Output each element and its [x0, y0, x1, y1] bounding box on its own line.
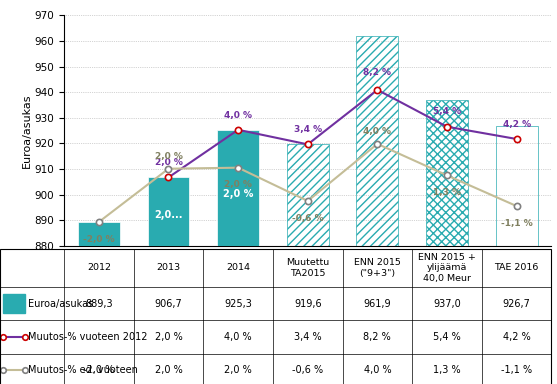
Text: 937,0: 937,0: [433, 299, 461, 309]
Text: 8,2 %: 8,2 %: [364, 332, 391, 342]
Bar: [496, 126, 538, 246]
Text: 906,7: 906,7: [155, 299, 182, 309]
Text: 1,3 %: 1,3 %: [433, 188, 461, 197]
Text: 2,0 %: 2,0 %: [224, 180, 252, 189]
Text: Muutos-% ed. vuoteen: Muutos-% ed. vuoteen: [28, 365, 138, 375]
Text: 919,6: 919,6: [294, 299, 321, 309]
Text: -1,1 %: -1,1 %: [501, 219, 532, 228]
Text: ENN 2015
("9+3"): ENN 2015 ("9+3"): [354, 258, 401, 278]
Text: 4,0 %: 4,0 %: [363, 127, 392, 136]
Bar: [3, 294, 25, 313]
Text: 3,4 %: 3,4 %: [294, 125, 322, 134]
Text: 1,3 %: 1,3 %: [433, 365, 461, 375]
Text: TAE 2016: TAE 2016: [495, 263, 539, 272]
Text: 4,0 %: 4,0 %: [224, 111, 252, 119]
Text: 4,0 %: 4,0 %: [224, 332, 252, 342]
Text: 2012: 2012: [87, 263, 111, 272]
Text: 2,0...: 2,0...: [154, 210, 183, 220]
Bar: [78, 222, 120, 246]
Text: Muutos-% vuoteen 2012: Muutos-% vuoteen 2012: [28, 332, 148, 342]
Bar: [217, 130, 259, 246]
Text: 961,9: 961,9: [364, 299, 391, 309]
Bar: [426, 100, 468, 246]
Text: -1,1 %: -1,1 %: [501, 365, 532, 375]
Text: -0,6 %: -0,6 %: [292, 214, 324, 223]
Bar: [287, 144, 329, 246]
Text: 2,0 %: 2,0 %: [154, 158, 183, 167]
Text: 4,2 %: 4,2 %: [502, 120, 531, 129]
Text: 8,2 %: 8,2 %: [363, 68, 392, 77]
Text: 2,0 %: 2,0 %: [224, 365, 252, 375]
Text: 2013: 2013: [157, 263, 180, 272]
Text: 3,4 %: 3,4 %: [294, 332, 321, 342]
Bar: [356, 36, 398, 246]
Text: 889,3: 889,3: [85, 299, 113, 309]
Text: 2014: 2014: [226, 263, 250, 272]
Text: -2,0 %: -2,0 %: [83, 235, 115, 244]
Text: 5,4 %: 5,4 %: [433, 332, 461, 342]
Text: -0,6 %: -0,6 %: [292, 365, 323, 375]
Y-axis label: Euroa/asukas: Euroa/asukas: [22, 93, 32, 168]
Text: 5,4 %: 5,4 %: [433, 108, 461, 116]
Text: Muutettu
TA2015: Muutettu TA2015: [286, 258, 329, 278]
Text: -2,0 %: -2,0 %: [83, 365, 115, 375]
Text: ENN 2015 +
ylijäämä
40,0 Meur: ENN 2015 + ylijäämä 40,0 Meur: [418, 253, 476, 283]
Text: 4,0 %: 4,0 %: [364, 365, 391, 375]
Text: Euroa/asukas: Euroa/asukas: [28, 299, 93, 309]
Text: 4,2 %: 4,2 %: [503, 332, 530, 342]
Text: 2,0 %: 2,0 %: [155, 365, 182, 375]
Text: 925,3: 925,3: [224, 299, 252, 309]
Text: 2,0 %: 2,0 %: [154, 152, 183, 161]
Text: 926,7: 926,7: [502, 299, 531, 309]
Bar: [148, 177, 189, 246]
Text: 2,0 %: 2,0 %: [155, 332, 182, 342]
Text: 2,0 %: 2,0 %: [223, 189, 253, 199]
